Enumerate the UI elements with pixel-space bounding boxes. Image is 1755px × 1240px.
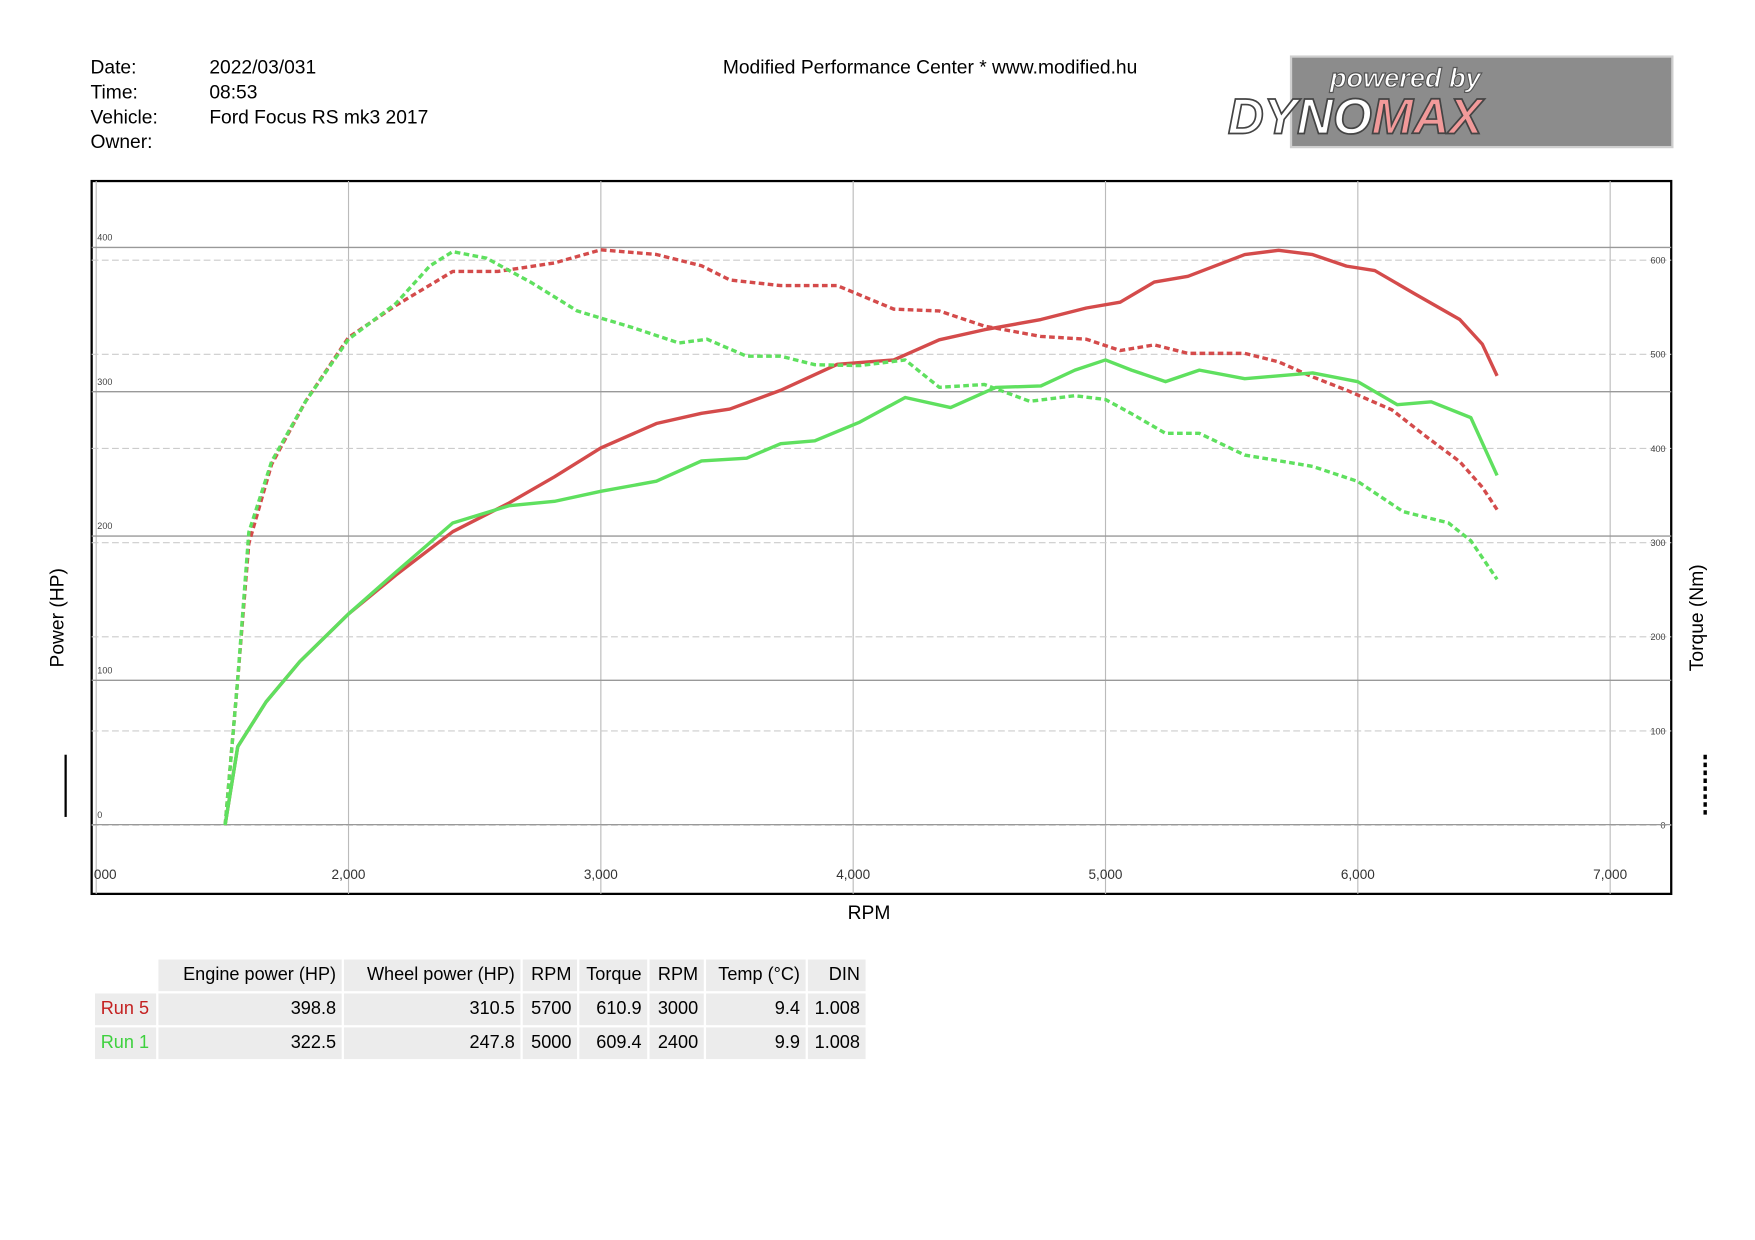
plot-frame [90, 179, 1673, 896]
field-value: 08:53 [209, 82, 257, 103]
power-line [223, 248, 1499, 825]
header-cell: RPM [649, 959, 704, 992]
torque-line [223, 249, 1499, 826]
header-cell: Wheel power (HP) [343, 959, 521, 992]
logo-top: powered by [1329, 62, 1483, 93]
cell: 1.008 [807, 993, 866, 1026]
field-label: Time: [91, 82, 138, 103]
field-value: Ford Focus RS mk3 2017 [209, 107, 428, 128]
row: Run 5 398.8 310.5 5700 610.9 3000 9.4 1.008 [95, 993, 866, 1026]
cell: 1.008 [807, 1027, 866, 1060]
header-row: Engine power (HP) Wheel power (HP) RPM Torq… [95, 959, 866, 992]
y-tick-label: 300 [97, 377, 112, 387]
x-tick-label: 7,000 [1593, 867, 1627, 882]
cell: 247.8 [343, 1027, 521, 1060]
power-line [223, 358, 1499, 825]
x-tick-label: 6,000 [1341, 867, 1375, 882]
field-label: Vehicle: [91, 107, 158, 128]
header-cell: Engine power (HP) [158, 959, 342, 992]
y2-tick-label: 300 [1650, 538, 1665, 548]
cell: 610.9 [579, 993, 648, 1026]
y2-tick-label: 600 [1650, 256, 1665, 266]
field-label: Date: [91, 58, 137, 79]
cell: 5000 [522, 1027, 578, 1060]
y2-axis-label: Torque (Nm) [1687, 564, 1708, 671]
y2-tick-label: 400 [1650, 444, 1665, 454]
header-cell: RPM [522, 959, 578, 992]
cell: 9.4 [706, 993, 806, 1026]
cell: 310.5 [343, 993, 521, 1026]
field-label: Owner: [91, 132, 153, 153]
y-tick-label: 0 [97, 810, 102, 820]
cell: 2400 [649, 1027, 704, 1060]
run-label: Run 1 [95, 1027, 157, 1060]
header-cell: DIN [807, 959, 866, 992]
logo-word-b: MAX [1372, 89, 1485, 145]
y-tick-label: 400 [97, 233, 112, 243]
cell: 609.4 [579, 1027, 648, 1060]
y2-tick-label: 100 [1650, 726, 1665, 736]
x-tick-label: 2,000 [332, 867, 366, 882]
y-tick-label: 200 [97, 521, 112, 531]
run-label: Run 5 [95, 993, 157, 1026]
logo-box [1289, 55, 1674, 149]
x-axis-label: RPM [848, 903, 891, 924]
x-tick-label: 4,000 [836, 867, 870, 882]
logo-word: DYNOMAX [1228, 89, 1485, 145]
x-tick-label: 5,000 [1089, 867, 1123, 882]
field-value: 2022/03/031 [209, 58, 316, 79]
row: Run 1 322.5 247.8 5000 609.4 2400 9.9 1.008 [95, 1027, 866, 1060]
cell: 322.5 [158, 1027, 342, 1060]
cell: 5700 [522, 993, 578, 1026]
header-cell: Torque [579, 959, 648, 992]
y-axis-label: Power (HP) [47, 568, 68, 667]
y2-tick-label: 200 [1650, 632, 1665, 642]
torque-line [223, 248, 1499, 826]
y2-tick-label: 500 [1650, 350, 1665, 360]
cell: 9.9 [706, 1027, 806, 1060]
y-tick-label: 100 [97, 666, 112, 676]
cell: 398.8 [158, 993, 342, 1026]
corner-cell [95, 960, 156, 992]
cell: 3000 [649, 993, 704, 1026]
x-tick-label: 000 [94, 867, 117, 882]
header-cell: Temp (°C) [706, 959, 806, 992]
x-tick-label: 3,000 [584, 867, 618, 882]
logo-word-a: DYNO [1228, 89, 1372, 145]
results-table: Engine power (HP) Wheel power (HP) RPM Torq… [93, 957, 868, 1061]
y2-tick-label: 0 [1661, 821, 1666, 831]
header-center: Modified Performance Center * www.modifi… [723, 58, 1137, 79]
